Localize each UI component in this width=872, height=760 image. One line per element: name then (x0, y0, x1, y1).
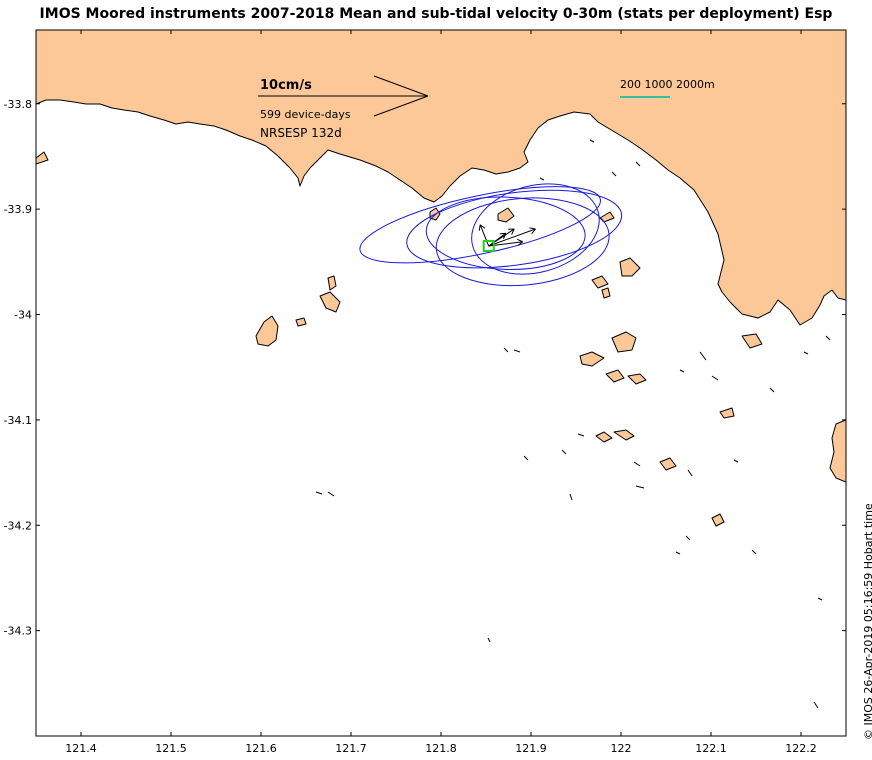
y-tick-label: -34.3 (4, 625, 32, 638)
scale-arrow-label: 10cm/s (260, 78, 312, 93)
depth-legend-label: 200 1000 2000m (620, 78, 715, 91)
island (741, 333, 763, 349)
rock (733, 459, 739, 463)
island (605, 369, 625, 383)
rock (751, 549, 757, 555)
rock (711, 375, 719, 381)
y-tick-label: -33.9 (4, 203, 32, 216)
island (711, 513, 725, 527)
mean-vector (478, 224, 490, 247)
island (327, 275, 337, 291)
x-tick-label: 121.6 (245, 742, 277, 755)
island (295, 317, 307, 327)
rock (685, 535, 691, 541)
island (599, 211, 615, 223)
variance-ellipses (359, 183, 623, 287)
device-days-label: 599 device-days (260, 108, 351, 121)
rock (523, 455, 529, 461)
chart-title: IMOS Moored instruments 2007-2018 Mean a… (39, 6, 833, 22)
east-coast-fragment (829, 419, 846, 483)
mean-vector (488, 227, 536, 247)
rock (327, 491, 335, 497)
rock (635, 161, 641, 167)
island (619, 257, 641, 277)
y-tick-label: -33.8 (4, 98, 32, 111)
mainland-coast (36, 30, 846, 326)
rock (611, 171, 617, 177)
island (659, 457, 677, 471)
island (497, 207, 515, 223)
rock (825, 335, 831, 341)
rock (803, 351, 809, 355)
rock (569, 493, 573, 501)
rock (561, 449, 567, 455)
x-tick-label: 122 (611, 742, 632, 755)
timestamp-label: © IMOS 26-Apr-2019 05:16:59 Hobart time (862, 503, 872, 740)
variance-ellipse (406, 189, 623, 269)
x-tick-label: 121.9 (515, 742, 547, 755)
rock (817, 597, 823, 601)
x-axis: 121.4 121.5 121.6 121.7 121.8 121.9 122 122.1 12… (65, 30, 817, 755)
island (319, 291, 341, 313)
island (591, 275, 609, 289)
y-axis: -33.8 -33.9 -34 -34.1 -34.2 -34.3 (4, 98, 846, 638)
minor-rocks (315, 139, 831, 709)
y-tick-label: -34.1 (4, 414, 32, 427)
rock (679, 369, 685, 373)
rock (513, 349, 521, 353)
mean-vector (488, 232, 507, 247)
rock (487, 637, 491, 643)
island (36, 151, 49, 165)
rock (315, 491, 323, 495)
variance-ellipse (471, 183, 600, 275)
island (255, 315, 279, 347)
island (595, 431, 613, 443)
island (611, 331, 637, 353)
x-tick-label: 122.1 (695, 742, 727, 755)
rock (675, 551, 681, 555)
rock (687, 469, 693, 477)
rock (633, 461, 641, 467)
y-tick-label: -34 (14, 309, 32, 322)
variance-ellipse (359, 186, 601, 264)
x-tick-label: 121.4 (65, 742, 97, 755)
site-marker (482, 240, 495, 253)
x-tick-label: 121.7 (335, 742, 367, 755)
rock (539, 177, 545, 181)
variance-ellipse (425, 196, 586, 270)
rock (635, 485, 645, 489)
rock (503, 347, 509, 353)
site-label: NRSESP 132d (260, 126, 342, 140)
island (719, 407, 735, 419)
rock (813, 701, 819, 709)
island (627, 373, 647, 385)
rock (699, 351, 707, 361)
scale-arrow (258, 75, 429, 117)
rock (769, 387, 775, 393)
rock (589, 139, 595, 143)
y-tick-label: -34.2 (4, 519, 32, 532)
island (613, 429, 635, 441)
island (579, 351, 605, 367)
x-tick-label: 121.5 (155, 742, 187, 755)
x-tick-label: 121.8 (425, 742, 457, 755)
rock (577, 433, 585, 437)
x-tick-label: 122.2 (785, 742, 817, 755)
island (601, 287, 611, 299)
